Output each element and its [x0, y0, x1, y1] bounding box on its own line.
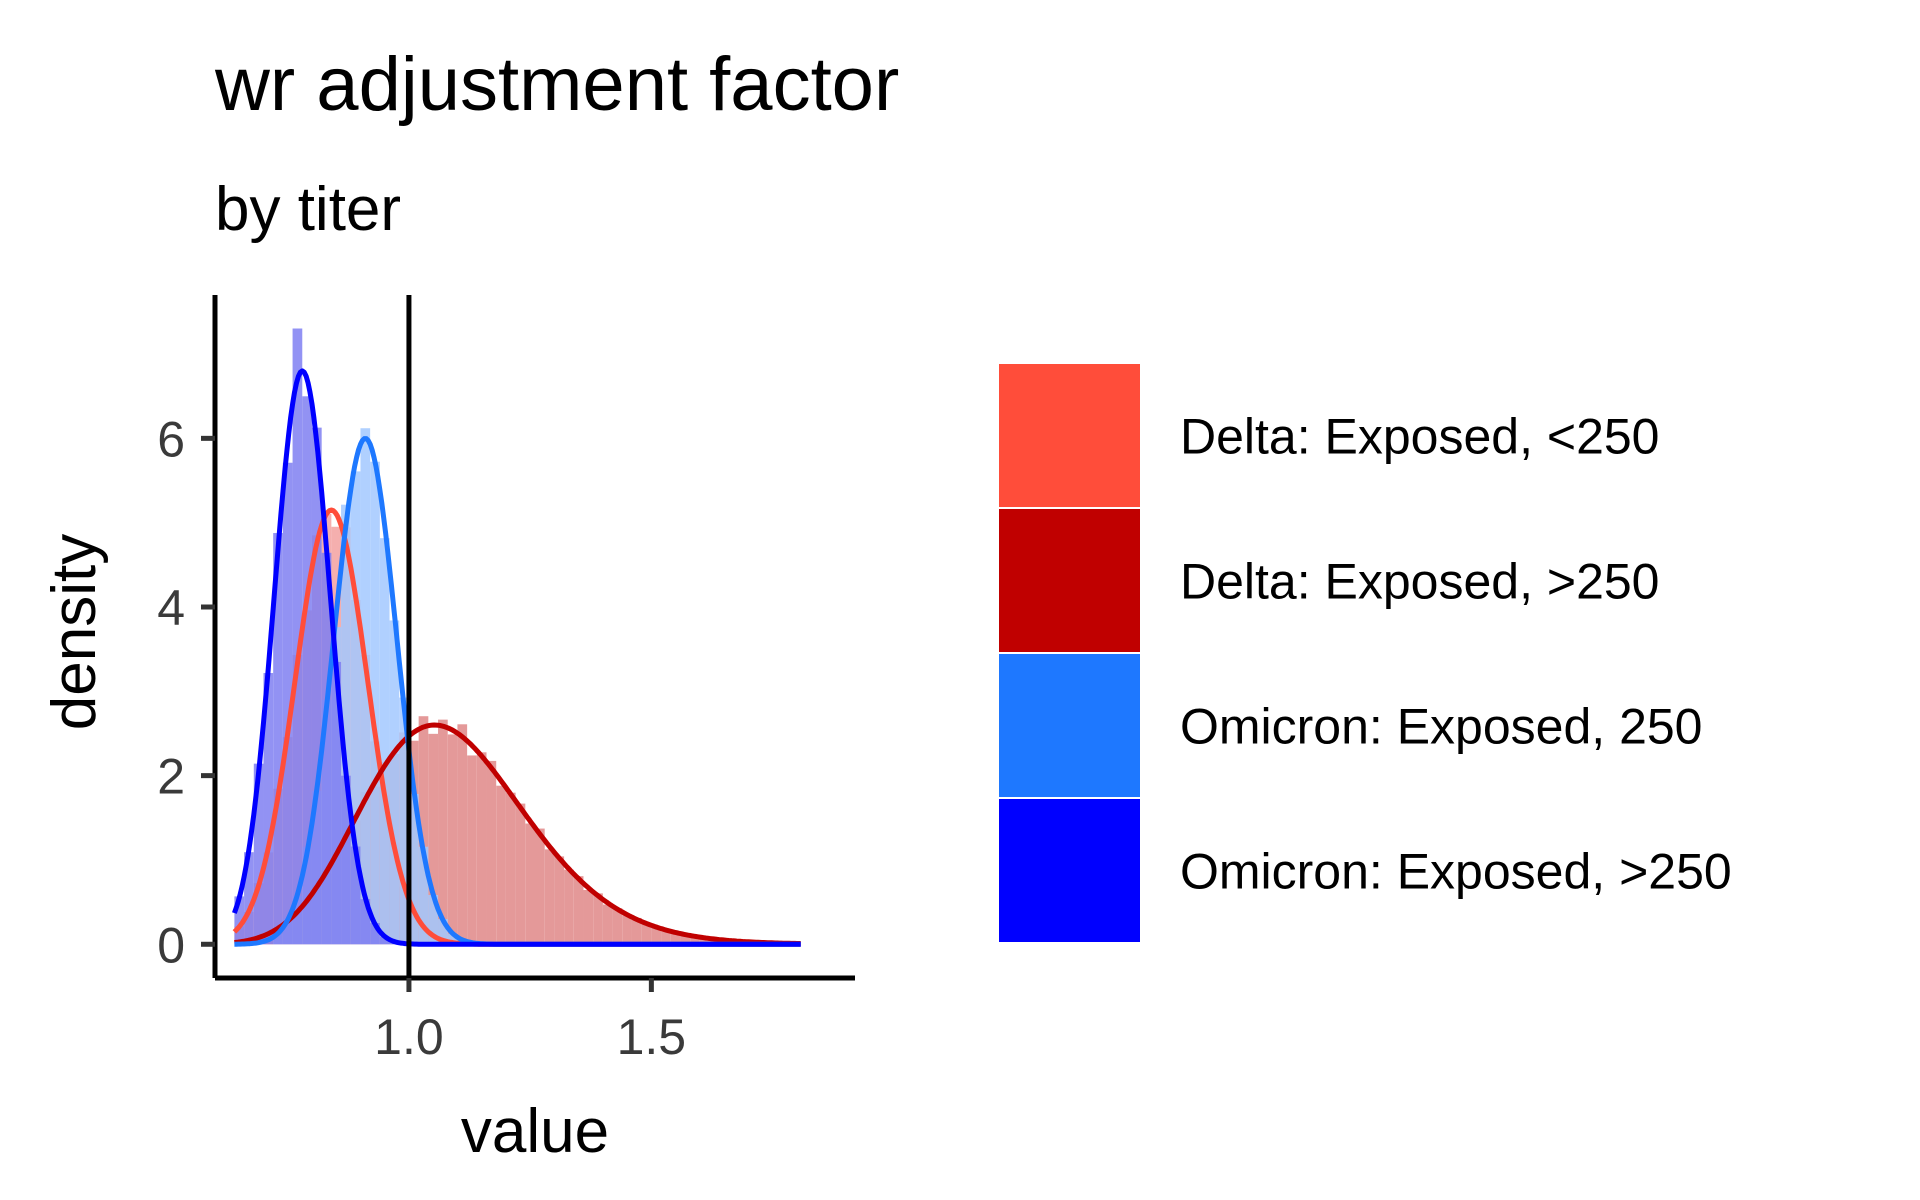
- legend-key: [997, 362, 1142, 509]
- histogram-bar: [370, 461, 380, 945]
- chart-subtitle: by titer: [215, 175, 401, 244]
- x-tick-label: 1.0: [374, 1009, 444, 1065]
- histogram-bar: [311, 427, 322, 945]
- histogram-bar: [263, 673, 274, 945]
- histogram-bar: [593, 893, 603, 945]
- legend-label: Delta: Exposed, <250: [1180, 409, 1660, 465]
- legend-key: [997, 797, 1142, 944]
- legend-key: [997, 652, 1142, 799]
- histogram-bar: [631, 917, 642, 945]
- histogram-4: [234, 328, 400, 945]
- legend-label: Omicron: Exposed, >250: [1180, 844, 1732, 900]
- density-curve-layer: [232, 368, 802, 947]
- histogram-bar: [341, 504, 351, 945]
- histogram-bar: [651, 926, 662, 945]
- axes-layer: 0 2 4 6 1.0 1.5: [157, 295, 855, 1065]
- density-curve-4: [232, 368, 802, 947]
- histogram-bar: [457, 724, 468, 945]
- histogram-bar: [564, 869, 574, 945]
- histogram-bar: [341, 775, 351, 945]
- histogram-bar: [476, 752, 487, 945]
- y-tick-label: 0: [157, 917, 185, 973]
- histogram-bar: [360, 428, 371, 945]
- histogram-bar: [389, 620, 400, 945]
- histogram-bar: [408, 793, 419, 945]
- histogram-bar: [467, 755, 477, 945]
- histogram-bar: [612, 908, 623, 945]
- histogram-bar: [350, 846, 361, 945]
- histogram-bar: [350, 471, 361, 945]
- histogram-bar: [244, 852, 254, 945]
- histogram-bar: [709, 938, 720, 945]
- histogram-bar: [302, 396, 312, 945]
- histogram-bar: [496, 785, 506, 945]
- histogram-bar: [273, 533, 283, 945]
- x-tick-label: 1.5: [617, 1009, 687, 1065]
- histogram-bar: [321, 552, 332, 945]
- histogram-bar: [428, 733, 439, 945]
- histogram-bar: [370, 923, 380, 945]
- histogram-bar: [670, 932, 681, 945]
- histogram-bar: [418, 716, 429, 945]
- histogram-bar: [253, 763, 264, 945]
- histogram-bar: [282, 462, 293, 945]
- histogram-bar: [360, 899, 371, 945]
- histogram-bar: [535, 828, 545, 945]
- histogram-bar: [379, 936, 390, 945]
- histogram-bar: [418, 846, 429, 945]
- histogram-bar: [234, 896, 245, 945]
- histogram-bar: [486, 760, 497, 945]
- histogram-bar: [399, 697, 409, 945]
- legend-label: Delta: Exposed, >250: [1180, 554, 1660, 610]
- histogram-bar: [690, 936, 700, 945]
- histogram-bar: [583, 890, 594, 945]
- histogram-bar: [292, 328, 303, 945]
- histogram-bar: [525, 823, 535, 945]
- histogram-bar: [602, 904, 613, 945]
- y-tick-label: 6: [157, 411, 185, 467]
- histogram-bar: [661, 929, 671, 945]
- histogram-bar: [438, 919, 448, 945]
- histogram-bar: [699, 937, 710, 945]
- histogram-bar: [680, 934, 691, 945]
- histogram-bar: [428, 895, 439, 945]
- x-axis-title: value: [461, 1097, 609, 1166]
- y-tick-label: 2: [157, 749, 185, 805]
- histogram-bar: [573, 876, 584, 945]
- histogram-bar: [438, 719, 448, 945]
- histogram-bar: [505, 792, 516, 945]
- y-axis-title: density: [40, 534, 109, 730]
- histogram-bar: [379, 538, 390, 945]
- legend-label: Omicron: Exposed, 250: [1180, 699, 1703, 755]
- histogram-bar: [544, 849, 555, 945]
- histogram-bar: [554, 856, 565, 945]
- histogram-bar: [641, 924, 652, 945]
- histogram-bar: [447, 734, 458, 945]
- legend-key: [997, 507, 1142, 654]
- histogram-bar: [331, 661, 342, 945]
- legend: Delta: Exposed, <250 Delta: Exposed, >250…: [997, 362, 1732, 944]
- histogram-layer: [234, 328, 768, 945]
- histogram-bar: [447, 933, 458, 945]
- histogram-bar: [622, 915, 632, 945]
- density-curve-2: [233, 722, 802, 946]
- histogram-bar: [515, 803, 526, 945]
- y-tick-label: 4: [157, 580, 185, 636]
- chart-title: wr adjustment factor: [214, 42, 899, 127]
